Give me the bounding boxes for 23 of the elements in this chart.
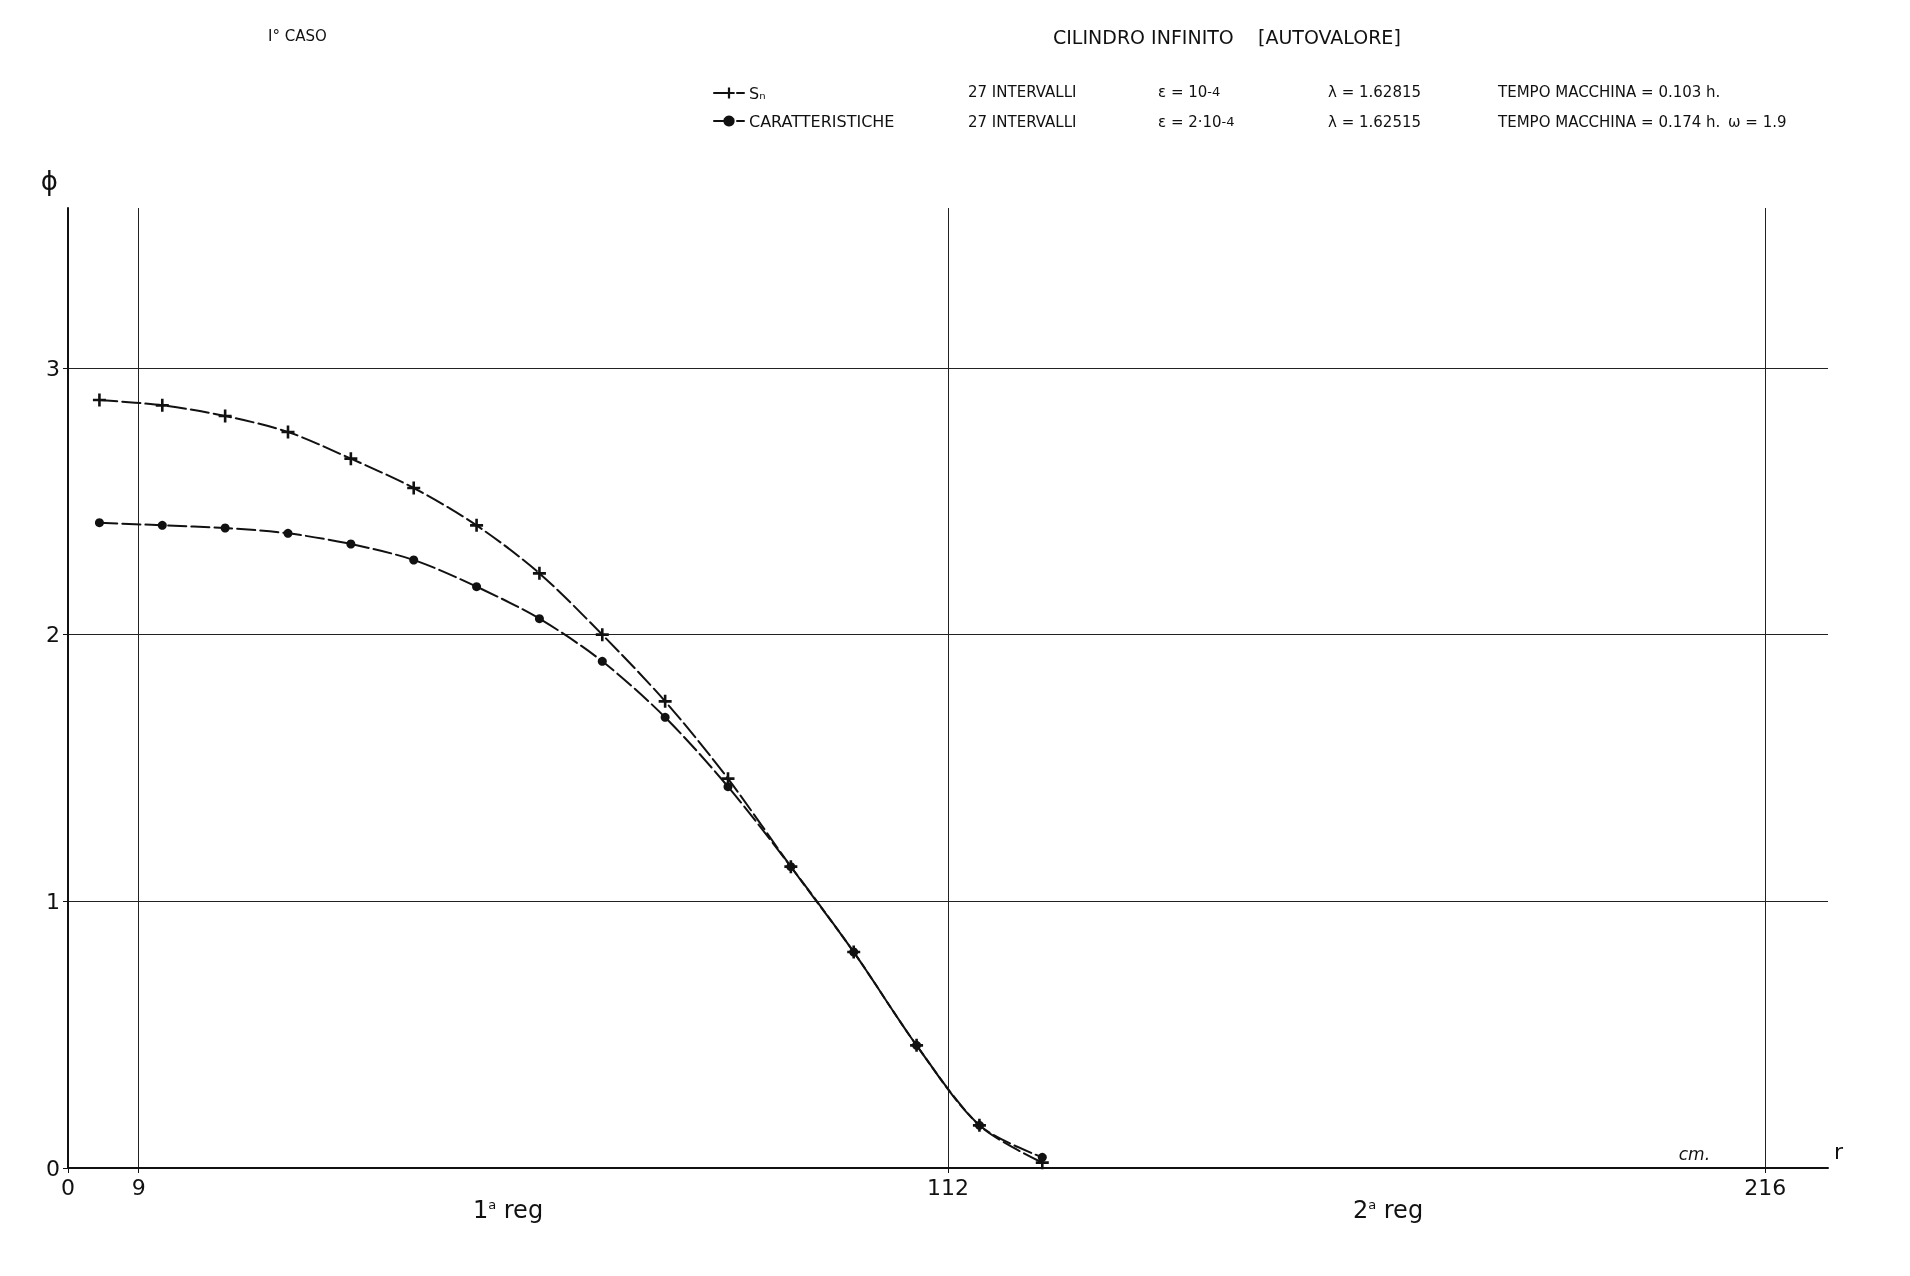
text: I° CASO: [268, 27, 327, 45]
text: λ = 1.62515: [1328, 113, 1422, 131]
legend-label: Sₙ: [749, 83, 766, 103]
text: 27 INTERVALLI: [968, 113, 1077, 131]
y-tick-label: 1: [46, 888, 60, 914]
x-axis-title: r: [1834, 1138, 1844, 1164]
x-tick-label: 216: [1744, 1174, 1787, 1200]
text: 27 INTERVALLI: [968, 83, 1077, 101]
y-axis-title: ϕ: [40, 166, 58, 196]
text: ε = 10-4: [1158, 83, 1221, 101]
text: TEMPO MACCHINA = 0.174 h.: [1497, 113, 1721, 131]
x-tick-label: 112: [927, 1174, 969, 1200]
annotation: cm.: [1678, 1144, 1711, 1164]
text: TEMPO MACCHINA = 0.103 h.: [1497, 83, 1721, 101]
text: ε = 2·10-4: [1158, 113, 1235, 131]
legend-label: CARATTERISTICHE: [749, 111, 895, 131]
y-tick-label: 3: [46, 355, 60, 381]
text: ω = 1.9: [1728, 113, 1787, 131]
y-tick-label: 2: [46, 622, 60, 648]
text: λ = 1.62815: [1328, 83, 1422, 101]
x-tick-label: 9: [131, 1174, 146, 1200]
chart-title: CILINDRO INFINITO [AUTOVALORE]: [1053, 25, 1401, 48]
y-tick-label: 0: [46, 1155, 60, 1181]
